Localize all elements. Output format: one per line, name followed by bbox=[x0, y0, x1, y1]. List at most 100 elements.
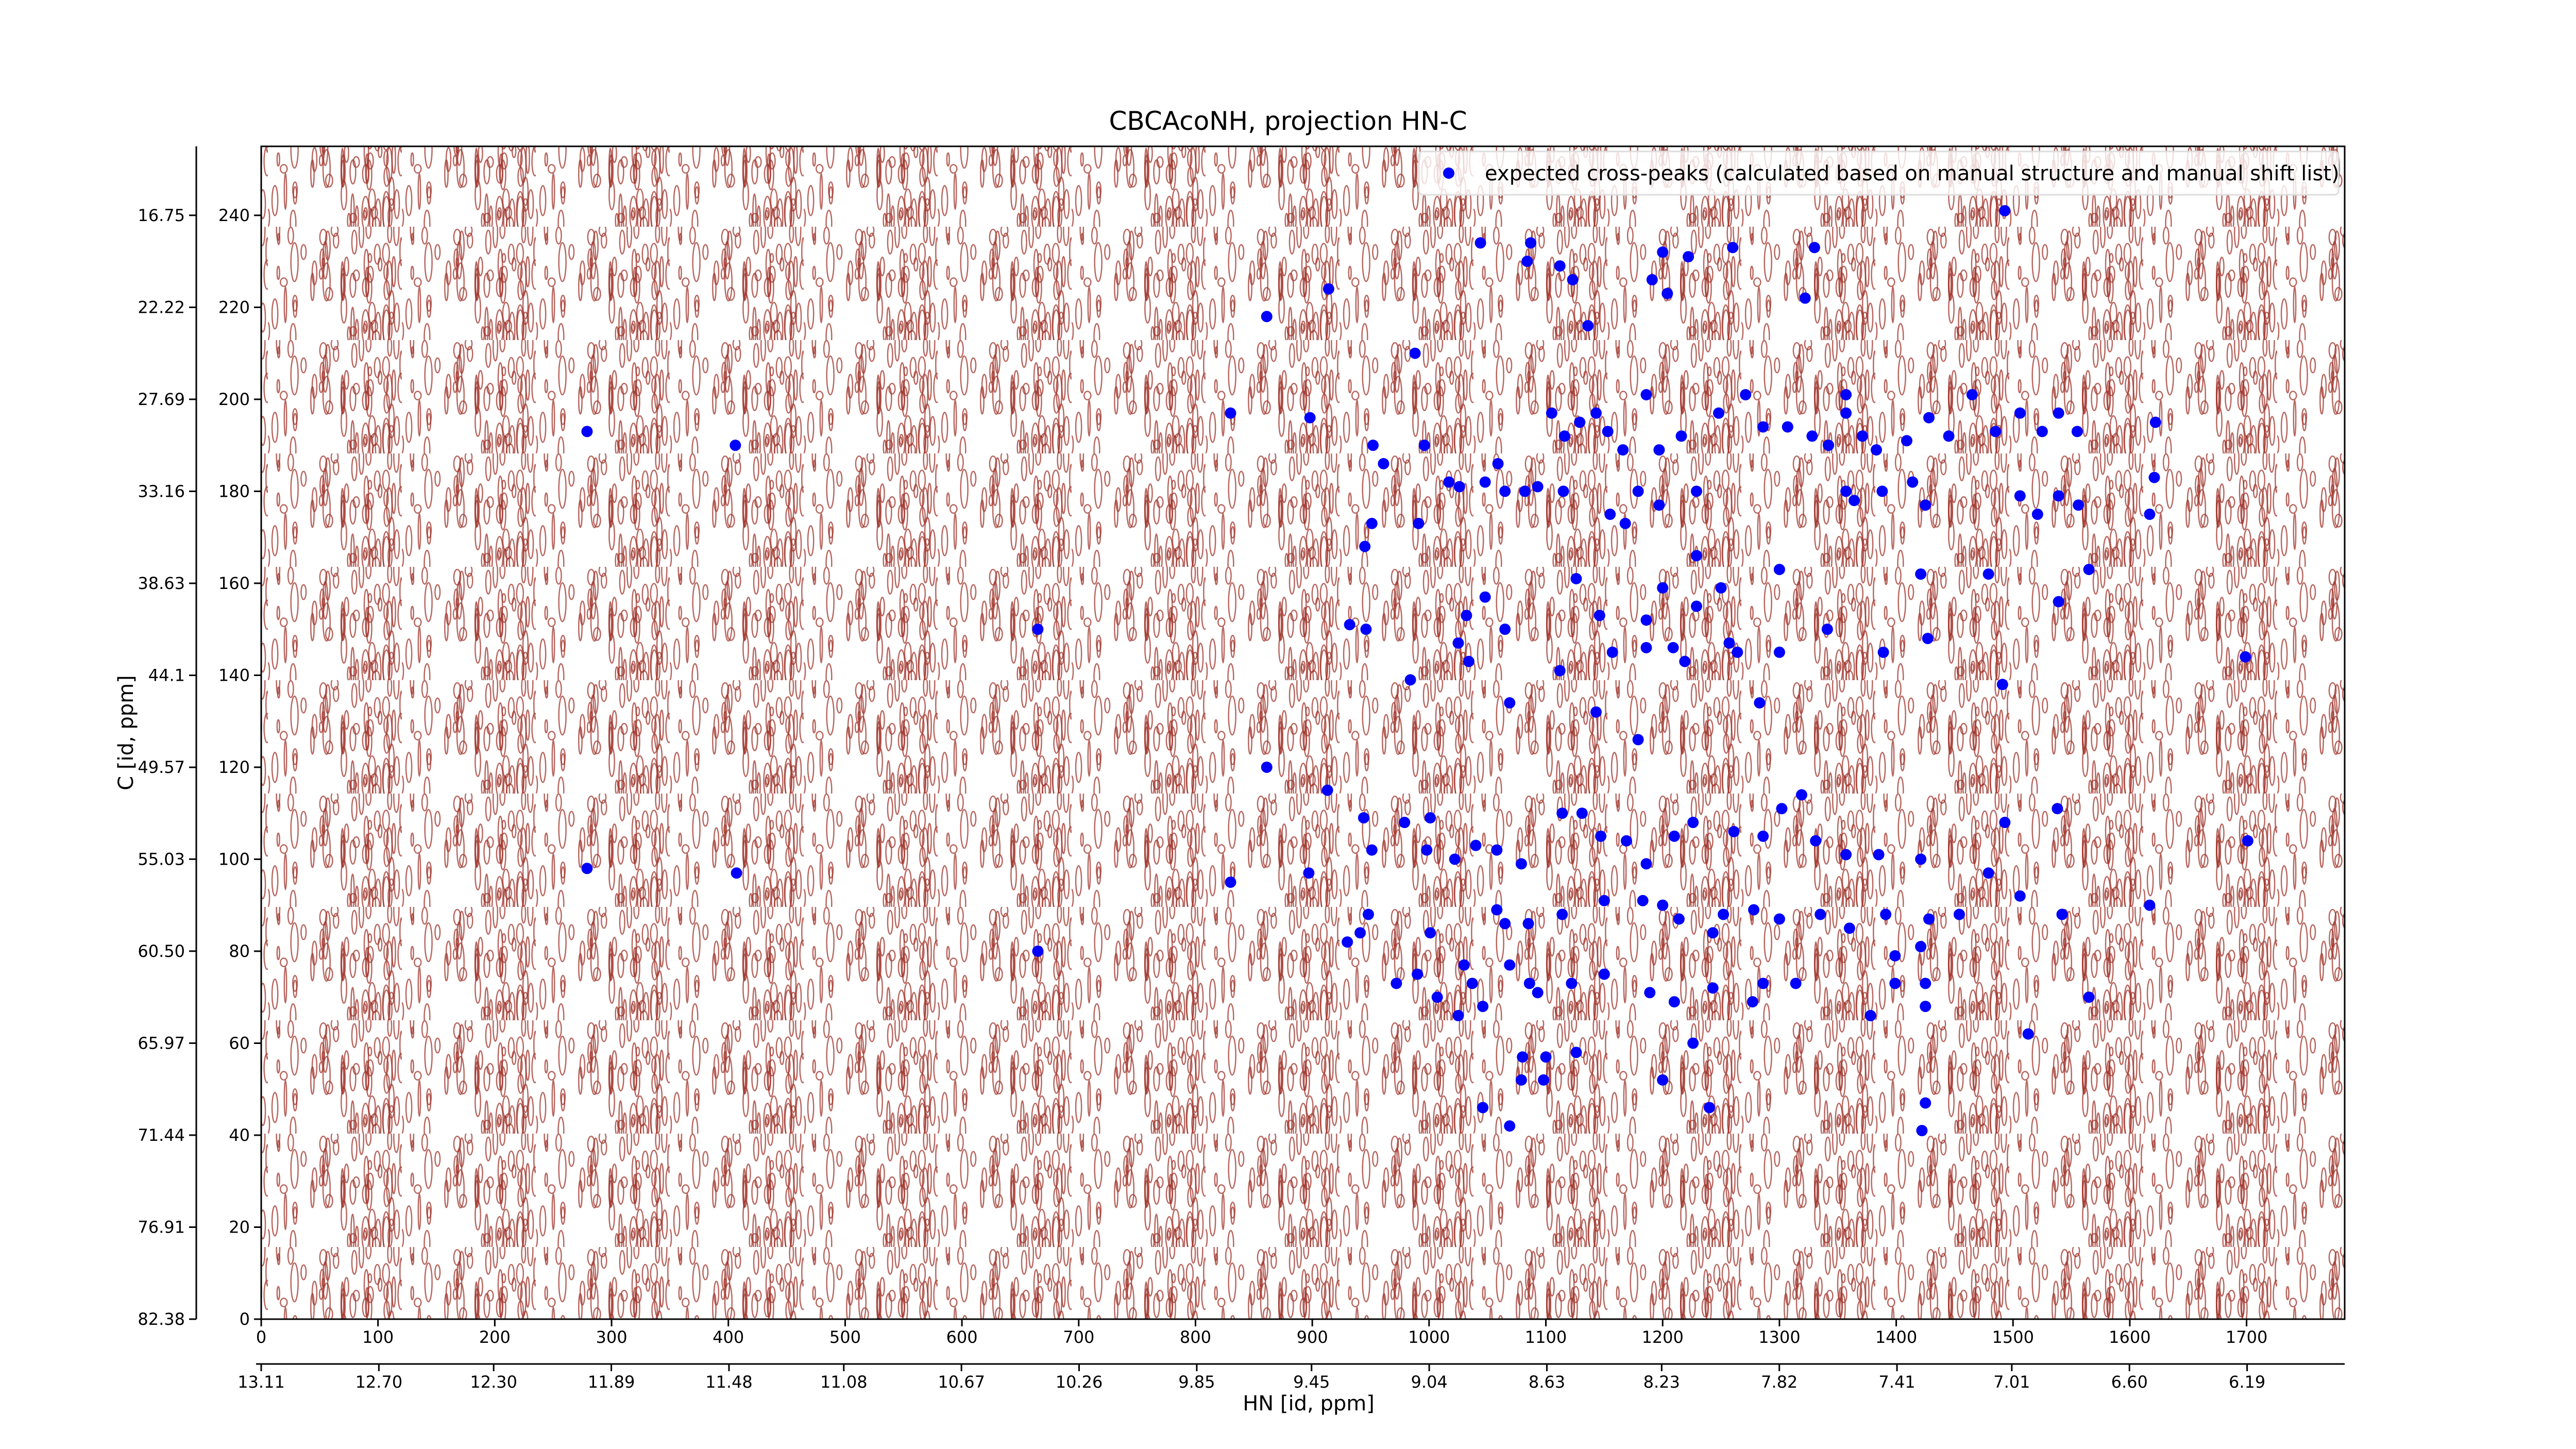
cross-peak bbox=[1999, 817, 2011, 829]
cross-peak bbox=[1479, 591, 1491, 603]
cross-peak bbox=[1806, 430, 1818, 442]
x-tick-label: 700 bbox=[1063, 1327, 1094, 1347]
cross-peak bbox=[1590, 407, 1602, 419]
cross-peak bbox=[1810, 835, 1822, 847]
y-tick-label: 140 bbox=[218, 665, 250, 685]
cross-peak bbox=[1920, 1097, 1931, 1109]
cross-peak bbox=[1519, 485, 1531, 497]
cross-peak bbox=[1515, 1074, 1527, 1086]
x-tick-label: 1500 bbox=[1992, 1327, 2034, 1347]
x2-tick-label: 11.48 bbox=[705, 1372, 753, 1392]
cross-peak bbox=[1399, 817, 1411, 829]
y-tick-label: 20 bbox=[229, 1217, 250, 1237]
cross-peak bbox=[1515, 858, 1527, 870]
cross-peak bbox=[2053, 490, 2064, 502]
cross-peak bbox=[2053, 407, 2064, 419]
x-tick-label: 600 bbox=[946, 1327, 978, 1347]
cross-peak bbox=[1391, 978, 1402, 989]
cross-peak bbox=[1598, 968, 1610, 980]
cross-peak bbox=[1590, 706, 1602, 718]
cross-peak bbox=[581, 863, 593, 874]
cross-peak bbox=[1690, 485, 1702, 497]
cross-peak bbox=[1619, 517, 1631, 529]
y2-tick-label: 22.22 bbox=[138, 297, 185, 317]
cross-peak bbox=[1757, 978, 1769, 989]
cross-peak bbox=[1703, 1102, 1715, 1114]
cross-peak bbox=[1840, 407, 1852, 419]
cross-peak bbox=[1683, 251, 1694, 263]
cross-peak bbox=[2149, 416, 2161, 428]
cross-peak bbox=[1537, 1074, 1549, 1086]
cross-peak bbox=[1865, 1009, 1876, 1021]
y2-tick-label: 76.91 bbox=[138, 1217, 185, 1237]
plot-frame bbox=[260, 145, 2346, 1320]
cross-peak bbox=[1873, 849, 1885, 861]
cross-peak bbox=[1675, 430, 1687, 442]
cross-peak bbox=[1757, 830, 1769, 842]
y2-tick-label: 65.97 bbox=[138, 1033, 185, 1053]
cross-peak bbox=[1304, 412, 1316, 424]
x-tick-label: 1700 bbox=[2226, 1327, 2267, 1347]
cross-peak bbox=[1443, 476, 1455, 488]
cross-peak bbox=[1367, 440, 1379, 451]
x2-tick-label: 8.23 bbox=[1643, 1372, 1680, 1392]
x2-tick-label: 11.89 bbox=[588, 1372, 635, 1392]
cross-peak bbox=[2014, 890, 2026, 902]
x-tick-label: 500 bbox=[829, 1327, 861, 1347]
cross-peak bbox=[1999, 205, 2011, 216]
cross-peak bbox=[1799, 292, 1811, 304]
cross-peak bbox=[1823, 440, 1835, 451]
cross-peak bbox=[1556, 807, 1568, 819]
cross-peak bbox=[1558, 430, 1570, 442]
x-tick-label: 1600 bbox=[2109, 1327, 2150, 1347]
y2-tick-label: 49.57 bbox=[138, 757, 185, 777]
cross-peak bbox=[1540, 1051, 1552, 1063]
cross-peak bbox=[1848, 495, 1860, 507]
cross-peak bbox=[1225, 407, 1236, 419]
cross-peak bbox=[1920, 499, 1931, 511]
cross-peak bbox=[1557, 485, 1569, 497]
y-tick-label: 80 bbox=[229, 941, 250, 961]
cross-peak bbox=[1303, 867, 1315, 879]
x2-tick-label: 10.26 bbox=[1056, 1372, 1103, 1392]
cross-peak bbox=[2148, 471, 2160, 483]
x-tick-label: 800 bbox=[1180, 1327, 1211, 1347]
cross-peak bbox=[1923, 412, 1935, 424]
cross-peak bbox=[1556, 908, 1568, 920]
cross-peak bbox=[1840, 849, 1852, 861]
y2-tick-label: 82.38 bbox=[138, 1309, 185, 1329]
cross-peak bbox=[1504, 1120, 1516, 1132]
x2-tick-label: 9.85 bbox=[1178, 1372, 1215, 1392]
cross-peak bbox=[1795, 789, 1807, 801]
x-tick-label: 900 bbox=[1297, 1327, 1328, 1347]
cross-peak bbox=[1566, 978, 1578, 989]
cross-peak bbox=[2014, 490, 2026, 502]
cross-peak bbox=[1653, 444, 1665, 456]
cross-peak bbox=[1723, 637, 1735, 649]
y-tick-label: 200 bbox=[218, 390, 250, 409]
cross-peak bbox=[1321, 784, 1333, 796]
cross-peak bbox=[1982, 568, 1994, 580]
cross-peak bbox=[1782, 421, 1793, 433]
cross-peak bbox=[1732, 646, 1743, 658]
cross-peak bbox=[1359, 541, 1371, 552]
x2-tick-label: 8.63 bbox=[1529, 1372, 1565, 1392]
legend-box bbox=[1418, 150, 2340, 196]
cross-peak bbox=[1491, 904, 1503, 916]
x2-tick-label: 7.01 bbox=[1993, 1372, 2030, 1392]
cross-peak bbox=[1920, 978, 1931, 989]
cross-peak bbox=[1595, 830, 1607, 842]
x2-tick-label: 7.82 bbox=[1761, 1372, 1798, 1392]
cross-peak bbox=[1667, 642, 1679, 653]
cross-peak bbox=[1504, 959, 1516, 971]
x2-tick-label: 13.11 bbox=[238, 1372, 285, 1392]
cross-peak bbox=[1466, 978, 1478, 989]
cross-peak bbox=[1492, 458, 1504, 469]
x2-tick-label: 9.04 bbox=[1411, 1372, 1447, 1392]
cross-peak bbox=[1727, 242, 1739, 254]
x-tick-label: 100 bbox=[362, 1327, 394, 1347]
cross-peak bbox=[1889, 978, 1901, 989]
cross-peak bbox=[1499, 918, 1511, 930]
cross-peak bbox=[1715, 582, 1727, 594]
